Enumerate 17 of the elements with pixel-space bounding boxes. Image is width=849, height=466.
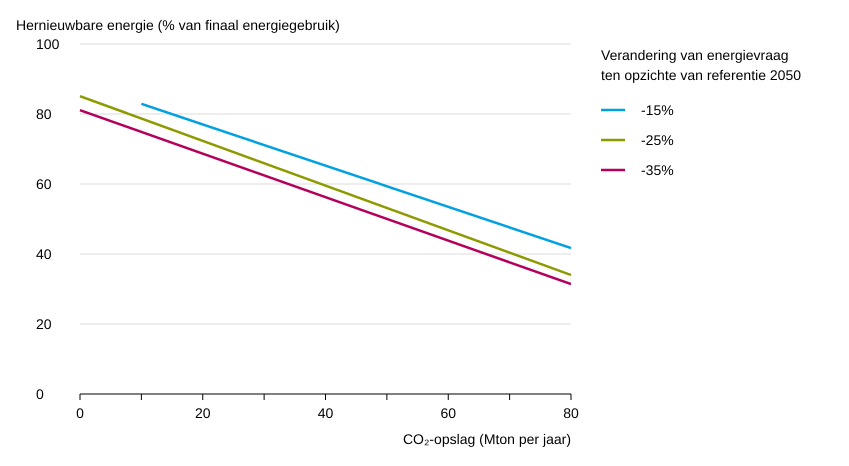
legend-label: -15% [641,102,674,118]
x-axis-title: CO₂-opslag (Mton per jaar) [402,431,571,447]
x-tick-label: 80 [563,405,579,421]
x-tick-label: 0 [76,405,84,421]
y-tick-label: 100 [36,36,60,52]
legend-label: -25% [641,132,674,148]
x-tick-label: 40 [318,405,334,421]
y-tick-label: 60 [36,176,52,192]
y-tick-label: 20 [36,316,52,332]
y-axis-title: Hernieuwbare energie (% van finaal energiegebruik) [16,17,340,33]
x-tick-label: 60 [440,405,456,421]
legend-title: Verandering van energievraag ten opzichte van referentie 2050 [601,47,802,83]
x-tick-label: 20 [194,405,211,421]
legend-label: -35% [641,162,674,178]
y-tick-label: 40 [36,246,52,262]
y-tick-label: 0 [36,386,44,402]
y-tick-label: 80 [36,106,52,122]
